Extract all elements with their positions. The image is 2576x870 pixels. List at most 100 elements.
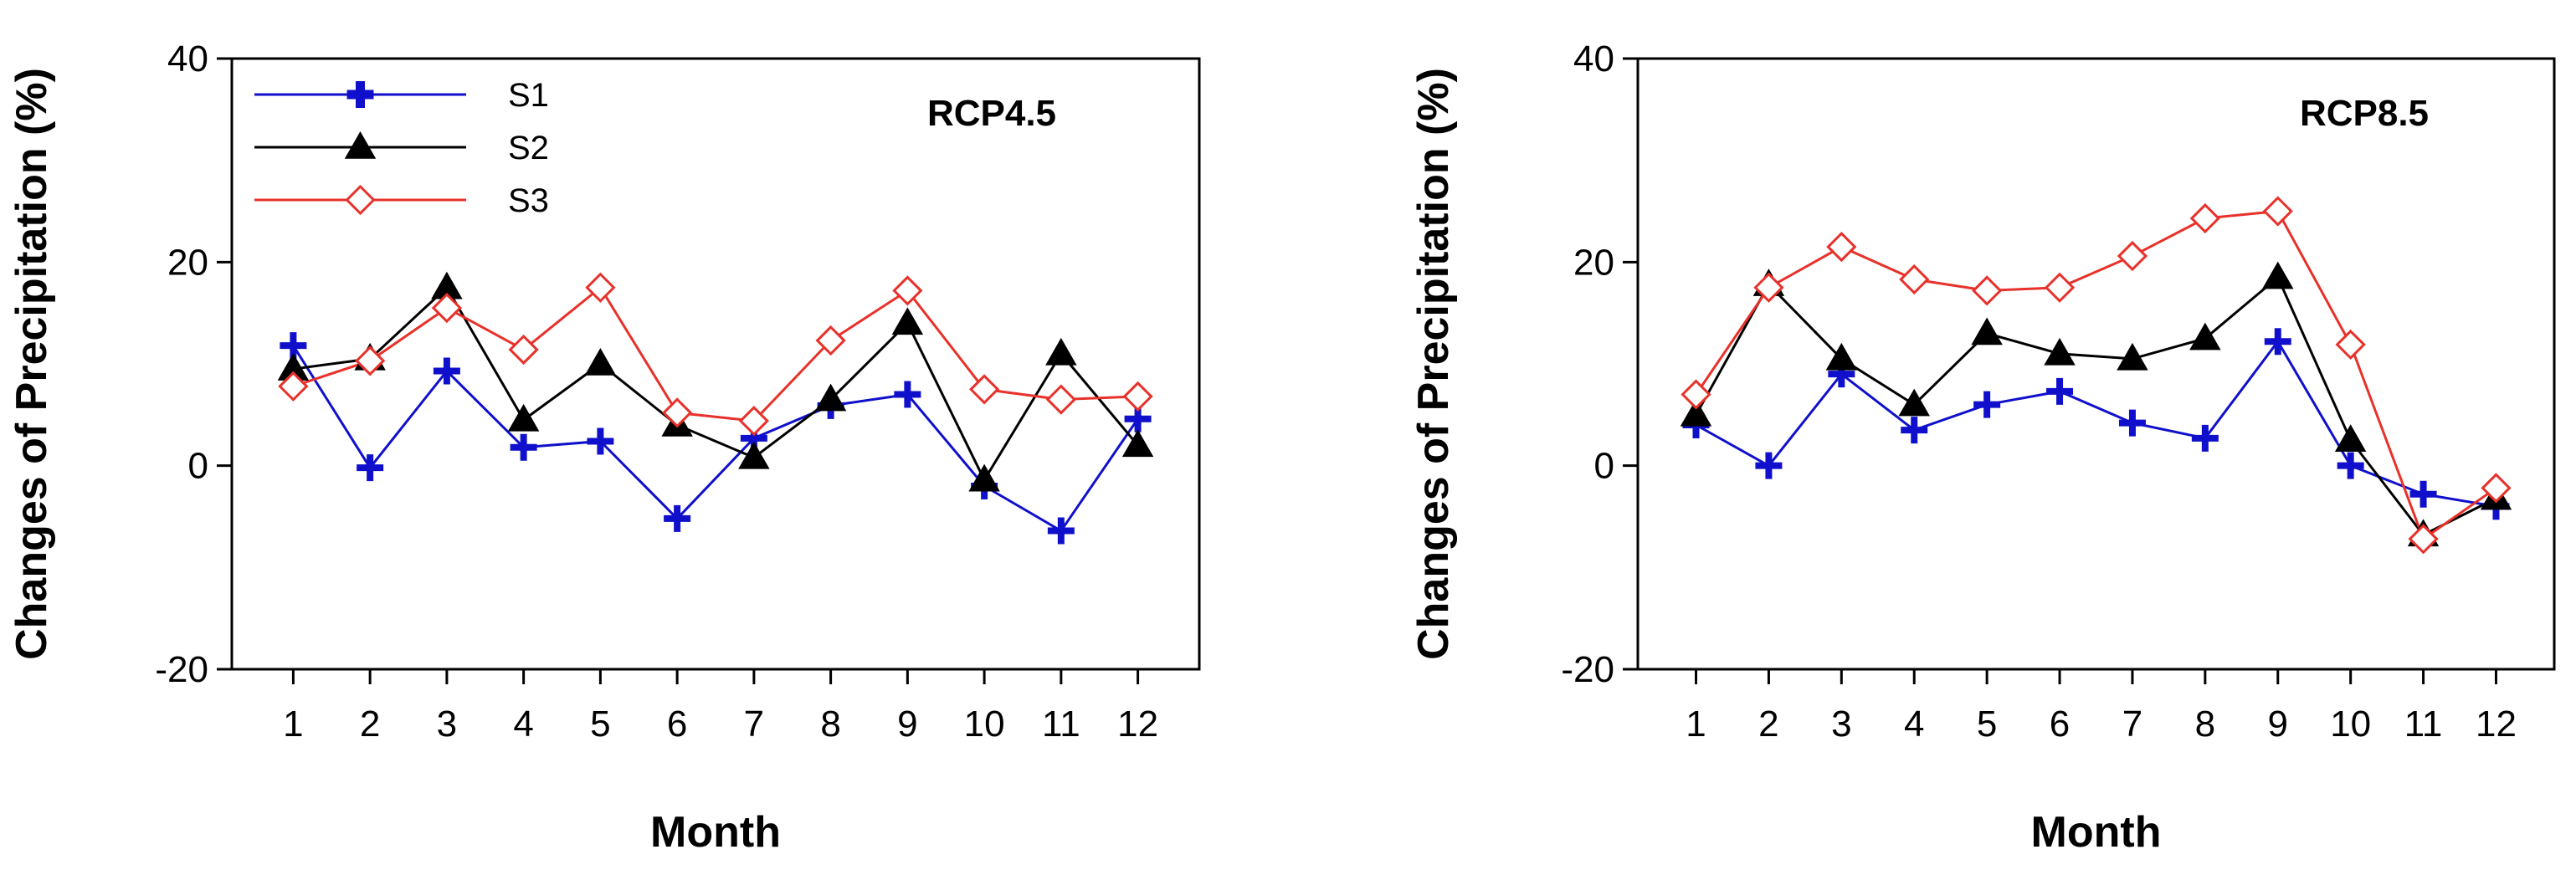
point-s1-6 (2046, 377, 2074, 405)
point-s3-3 (431, 292, 463, 324)
x-tick-label: 12 (2476, 704, 2517, 745)
legend-marker-s1 (346, 81, 374, 108)
point-s3-3 (1826, 231, 1857, 263)
legend-label-s2: S2 (508, 130, 549, 166)
point-s2-9 (2262, 261, 2294, 289)
point-s3-6 (662, 397, 693, 428)
x-tick-label: 8 (2195, 704, 2215, 745)
point-s3-4 (1899, 264, 1930, 295)
y-tick-label: 0 (1594, 446, 1614, 487)
series-line-s3 (1695, 209, 2497, 541)
legend-label-s3: S3 (508, 182, 549, 219)
point-s3-12 (1122, 381, 1153, 412)
point-s1-4 (510, 433, 537, 461)
x-tick-label: 7 (744, 704, 764, 745)
point-s1-4 (1901, 417, 1928, 444)
x-tick-label: 5 (1977, 704, 1997, 745)
point-s3-1 (278, 371, 309, 402)
x-tick-label: 2 (360, 704, 380, 745)
x-tick-label: 6 (2050, 704, 2070, 745)
point-s3-8 (2189, 202, 2220, 234)
x-tick-label: 3 (437, 704, 457, 745)
x-tick-label: 4 (513, 704, 533, 745)
legend: S1 S2 S3 (254, 77, 549, 219)
point-s2-7 (738, 441, 770, 469)
point-s2-7 (2117, 342, 2148, 371)
point-s1-8 (2191, 424, 2219, 452)
x-tick-label: 7 (2122, 704, 2142, 745)
x-tick-label: 2 (1758, 704, 1778, 745)
point-s3-11 (2408, 524, 2439, 555)
x-tick-label: 1 (1686, 704, 1706, 745)
point-s3-12 (2481, 473, 2512, 504)
point-s2-10 (2334, 424, 2367, 452)
point-s3-6 (2044, 272, 2076, 303)
series-line-s2 (293, 285, 1139, 483)
point-s3-7 (738, 406, 769, 437)
point-s2-5 (1971, 317, 2003, 345)
point-s3-9 (2262, 196, 2293, 227)
y-tick-label: -20 (155, 649, 208, 690)
point-s1-2 (1755, 452, 1783, 479)
point-s1-5 (587, 427, 614, 455)
point-s2-8 (2189, 322, 2221, 351)
x-axis-title: Month (2031, 808, 2162, 857)
series-line-s1 (292, 345, 1139, 533)
point-s3-5 (1972, 275, 2003, 306)
y-tick-label: 40 (167, 38, 208, 79)
x-tick-label: 10 (964, 704, 1005, 745)
point-s3-2 (1753, 272, 1784, 303)
x-tick-label: 6 (667, 704, 687, 745)
panel-title: RCP8.5 (2300, 93, 2429, 134)
series-line-s3 (292, 285, 1138, 422)
plot-frame (230, 57, 1201, 671)
point-s1-6 (664, 504, 691, 532)
panel-title: RCP4.5 (927, 93, 1056, 134)
legend-marker-s2 (344, 130, 377, 159)
x-tick-label: 8 (820, 704, 840, 745)
x-tick-label: 9 (2268, 704, 2288, 745)
point-s2-12 (1121, 429, 1154, 458)
legend-label-s1: S1 (508, 77, 549, 114)
point-s3-4 (508, 334, 539, 366)
y-tick-label: 0 (188, 446, 208, 487)
series-line-s1 (1695, 339, 2496, 508)
point-s1-5 (1973, 391, 2001, 418)
point-s1-3 (433, 357, 460, 385)
x-tick-label: 9 (897, 704, 917, 745)
plot-frame (1636, 57, 2556, 671)
point-s3-11 (1045, 384, 1076, 415)
point-s3-2 (355, 345, 386, 376)
point-s2-4 (507, 403, 540, 432)
x-tick-label: 11 (2404, 704, 2443, 745)
y-tick-label: 40 (1573, 38, 1614, 79)
x-axis-title: Month (650, 808, 781, 857)
point-s1-7 (2118, 409, 2146, 437)
x-tick-label: 5 (590, 704, 610, 745)
point-s1-9 (894, 381, 921, 408)
x-tick-label: 12 (1117, 704, 1158, 745)
legend-marker-s3 (345, 184, 376, 216)
x-tick-label: 10 (2330, 704, 2371, 745)
point-s3-7 (2117, 240, 2148, 272)
point-s2-4 (1898, 388, 1930, 417)
point-s1-11 (1047, 517, 1075, 545)
point-s2-6 (2044, 337, 2076, 366)
point-s2-9 (891, 307, 924, 335)
x-tick-label: 4 (1904, 704, 1924, 745)
point-s1-2 (357, 454, 384, 482)
x-tick-label: 1 (283, 704, 303, 745)
point-s1-11 (2409, 480, 2437, 508)
point-s2-11 (1045, 337, 1077, 366)
point-s2-3 (1825, 342, 1858, 371)
point-s2-1 (1680, 398, 1712, 427)
point-s2-8 (814, 383, 847, 412)
point-s1-9 (2264, 328, 2291, 356)
point-s2-5 (584, 347, 617, 376)
point-s3-1 (1681, 379, 1711, 410)
point-s3-9 (892, 275, 923, 306)
y-axis-title: Changes of Precipitation (%) (1409, 68, 1458, 660)
